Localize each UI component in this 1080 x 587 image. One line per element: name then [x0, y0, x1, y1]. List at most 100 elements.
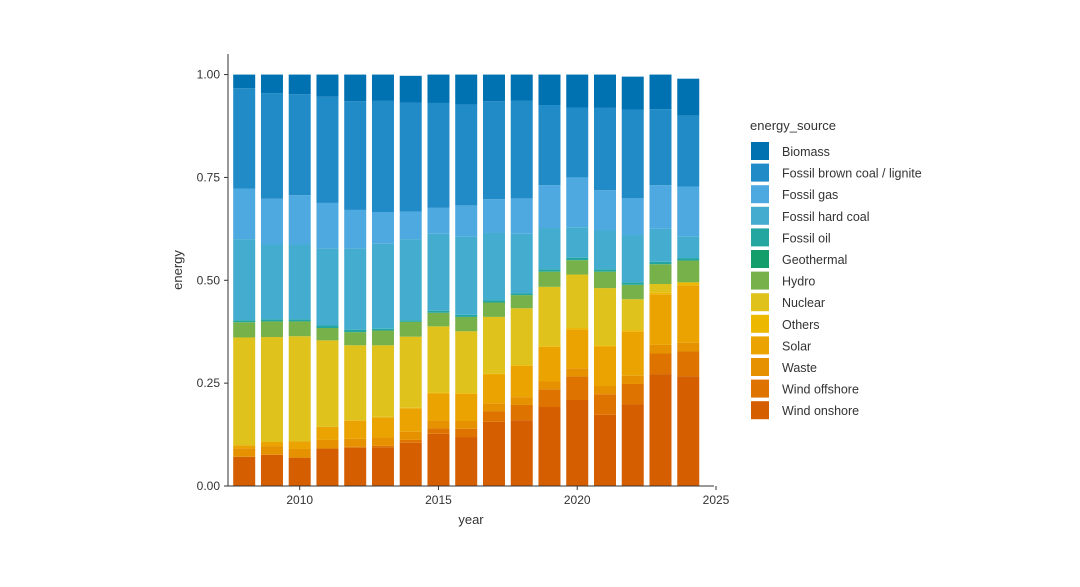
- bar-segment: [622, 405, 644, 486]
- bar-segment: [594, 347, 616, 387]
- bar-segment: [594, 288, 616, 345]
- bar-segment: [316, 249, 338, 326]
- y-tick-label: 0.75: [197, 170, 221, 184]
- bar-segment: [566, 328, 588, 329]
- bar-segment: [649, 292, 671, 294]
- legend-swatch: [751, 228, 769, 246]
- legend-label: Wind onshore: [782, 404, 859, 418]
- bar-segment: [511, 100, 533, 198]
- bar-segment: [344, 330, 366, 332]
- bar-segment: [483, 317, 505, 374]
- bar-segment: [594, 108, 616, 190]
- bar-segment: [344, 421, 366, 439]
- bar-segment: [594, 272, 616, 288]
- bar-segment: [455, 317, 477, 331]
- bar-segment: [649, 229, 671, 262]
- bar-segment: [538, 389, 560, 407]
- bar-segment: [372, 330, 394, 345]
- legend-swatch: [751, 185, 769, 203]
- bar-segment: [649, 185, 671, 229]
- bar-segment: [427, 311, 449, 313]
- bar-segment: [233, 320, 255, 322]
- bar-segment: [372, 212, 394, 244]
- bar-segment: [400, 443, 422, 486]
- bar-segment: [289, 321, 311, 336]
- x-tick-label: 2025: [703, 493, 730, 507]
- bar-segment: [566, 177, 588, 227]
- bar-segment: [344, 249, 366, 330]
- bar-segment: [233, 457, 255, 486]
- bar-segment: [649, 264, 671, 284]
- legend-label: Biomass: [782, 145, 830, 159]
- bar-stack-2024: [677, 79, 699, 486]
- bar-segment: [566, 258, 588, 260]
- bar-segment: [566, 400, 588, 486]
- bar-segment: [372, 437, 394, 445]
- bar-segment: [400, 432, 422, 440]
- bar-segment: [511, 420, 533, 486]
- legend-item: Wind onshore: [751, 401, 859, 419]
- bar-stack-2009: [261, 75, 283, 486]
- bar-segment: [344, 448, 366, 486]
- bar-segment: [483, 374, 505, 375]
- bar-segment: [649, 354, 671, 375]
- bar-segment: [566, 377, 588, 400]
- bar-segment: [261, 244, 283, 319]
- y-tick-label: 1.00: [197, 68, 221, 82]
- bar-segment: [483, 199, 505, 233]
- bar-segment: [289, 195, 311, 244]
- bar-segment: [427, 393, 449, 420]
- bar-segment: [483, 233, 505, 300]
- bar-segment: [483, 403, 505, 411]
- bar-segment: [511, 366, 533, 397]
- bar-segment: [622, 376, 644, 384]
- bar-segment: [566, 227, 588, 257]
- bar-segment: [455, 421, 477, 429]
- bar-segment: [566, 260, 588, 274]
- bar-segment: [677, 376, 699, 486]
- bar-segment: [316, 75, 338, 97]
- bar-segment: [289, 449, 311, 458]
- bar-segment: [649, 374, 671, 486]
- bar-segment: [538, 228, 560, 269]
- y-tick-label: 0.25: [197, 376, 221, 390]
- bar-segment: [594, 231, 616, 270]
- bar-segment: [455, 394, 477, 421]
- bar-stack-2020: [566, 75, 588, 486]
- legend-item: Fossil brown coal / lignite: [751, 164, 922, 182]
- legend-item: Others: [751, 315, 820, 333]
- bar-segment: [622, 198, 644, 235]
- legend-swatch: [751, 272, 769, 290]
- bar-segment: [594, 269, 616, 271]
- bar-stack-2014: [400, 76, 422, 486]
- bar-stack-2008: [233, 75, 255, 486]
- bar-segment: [233, 189, 255, 240]
- legend-swatch: [751, 164, 769, 182]
- legend-swatch: [751, 315, 769, 333]
- bar-segment: [511, 397, 533, 405]
- bar-segment: [538, 346, 560, 347]
- bar-segment: [483, 300, 505, 302]
- legend-swatch: [751, 142, 769, 160]
- bar-segment: [649, 109, 671, 185]
- bar-segment: [455, 393, 477, 394]
- bar-segment: [427, 234, 449, 311]
- bar-segment: [233, 88, 255, 188]
- bar-stack-2011: [316, 75, 338, 486]
- bar-segment: [344, 210, 366, 249]
- bar-stack-2019: [538, 75, 560, 486]
- legend-title: energy_source: [750, 118, 836, 133]
- bar-segment: [511, 293, 533, 295]
- bar-segment: [316, 328, 338, 340]
- bar-segment: [289, 336, 311, 441]
- legend-swatch: [751, 293, 769, 311]
- bar-segment: [649, 75, 671, 110]
- bar-stack-2022: [622, 77, 644, 486]
- bar-segment: [427, 428, 449, 433]
- bar-segment: [400, 103, 422, 212]
- bar-segment: [538, 407, 560, 486]
- legend-label: Others: [782, 318, 820, 332]
- bar-segment: [261, 455, 283, 486]
- bar-segment: [261, 446, 283, 455]
- bar-stack-2023: [649, 75, 671, 486]
